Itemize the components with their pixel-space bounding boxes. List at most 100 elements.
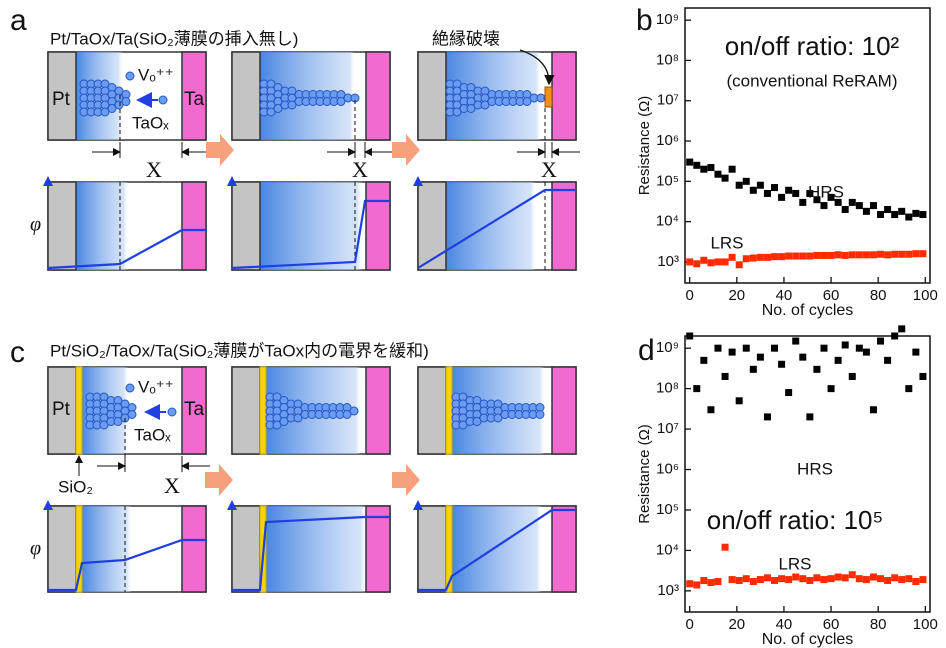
data-point <box>749 186 757 194</box>
data-point <box>785 252 793 260</box>
data-point <box>721 372 729 380</box>
data-point <box>841 251 849 259</box>
gap-label: X <box>146 157 162 182</box>
data-point <box>693 161 701 169</box>
sio2-layer <box>75 505 83 593</box>
data-point <box>707 406 715 414</box>
filament-gap <box>544 86 553 108</box>
data-point <box>820 576 828 584</box>
data-point <box>735 261 743 269</box>
x-tick-label: 20 <box>728 287 745 304</box>
data-point <box>806 577 814 585</box>
breakdown-label: 絶縁破壊 <box>432 29 500 48</box>
ta-label: Ta <box>184 399 205 420</box>
data-point <box>771 184 779 192</box>
pt-electrode <box>47 181 77 271</box>
series-label: LRS <box>778 554 811 573</box>
data-point <box>686 258 694 266</box>
data-point <box>742 344 750 352</box>
data-point <box>820 344 828 352</box>
potential-line <box>48 538 207 592</box>
vacancy-dot <box>336 97 346 106</box>
pt-electrode <box>47 51 77 141</box>
pt-electrode <box>417 366 447 455</box>
vacancy-dot <box>480 100 490 110</box>
ta-electrode <box>365 181 391 271</box>
panel-title: Pt/SiO₂/TaOx/Ta(SiO₂薄膜がTaOx内の電界を緩和) <box>50 341 429 360</box>
data-point <box>834 356 842 364</box>
pt-electrode <box>231 51 261 141</box>
data-point <box>848 198 856 206</box>
data-point <box>792 337 800 345</box>
data-point <box>792 252 800 260</box>
gap-label: X <box>541 157 557 182</box>
x-tick-label: 40 <box>776 616 793 633</box>
vacancy-dot <box>349 406 359 416</box>
data-point <box>778 360 786 368</box>
data-point <box>806 189 814 197</box>
annotation-note: (conventional ReRAM) <box>726 71 897 90</box>
data-point <box>898 207 906 215</box>
data-point <box>742 255 750 263</box>
pt-electrode <box>231 181 261 271</box>
data-point <box>813 196 821 204</box>
data-point <box>728 253 736 261</box>
data-point <box>862 576 870 584</box>
data-point <box>877 575 885 583</box>
data-point <box>912 578 920 586</box>
data-point <box>756 253 764 261</box>
data-point <box>785 389 793 397</box>
data-point <box>877 250 885 258</box>
vacancy-dot <box>273 104 283 113</box>
data-point <box>721 174 729 182</box>
data-point <box>785 186 793 194</box>
axis-arrow <box>43 500 53 510</box>
ta-electrode <box>181 181 207 271</box>
data-point <box>714 344 722 352</box>
ta-electrode <box>181 366 207 455</box>
data-point <box>771 577 779 585</box>
y-tick-label: 10⁹ <box>656 11 679 28</box>
series-label: HRS <box>797 459 833 478</box>
ta-electrode <box>551 181 577 271</box>
data-point <box>721 543 729 551</box>
data-point <box>735 577 743 585</box>
potential-line <box>417 188 575 269</box>
y-tick-label: 10³ <box>657 582 679 599</box>
data-point <box>714 578 722 586</box>
panel-label: b <box>636 4 653 37</box>
vacancy-label: Vₒ⁺⁺ <box>138 377 174 396</box>
data-point <box>919 372 927 380</box>
annotation: on/off ratio: 10⁵ <box>707 505 884 535</box>
data-point <box>912 209 920 217</box>
y-tick-label: 10³ <box>657 253 679 270</box>
ta-electrode <box>551 366 577 455</box>
data-point <box>891 332 899 340</box>
data-point <box>778 193 786 201</box>
data-point <box>693 581 701 589</box>
data-point <box>792 189 800 197</box>
data-point <box>735 181 743 189</box>
vacancy-dot <box>472 417 482 426</box>
sio2-layer <box>445 505 453 593</box>
gap-label: X <box>352 157 368 182</box>
data-point <box>721 258 729 266</box>
ta-electrode <box>181 505 207 593</box>
data-point <box>848 251 856 259</box>
y-tick-label: 10⁷ <box>657 92 679 109</box>
potential-label: φ <box>30 538 41 560</box>
vacancy-dot <box>493 413 503 423</box>
data-point <box>848 571 856 579</box>
data-point <box>869 573 877 581</box>
vacancy-dot <box>127 410 137 419</box>
data-point <box>763 189 771 197</box>
axis-arrow <box>227 500 237 510</box>
ta-electrode <box>551 505 577 593</box>
data-point <box>827 575 835 583</box>
sio2-layer <box>445 366 453 455</box>
data-point <box>806 252 814 260</box>
pt-electrode <box>417 51 447 141</box>
vacancy-dot <box>100 107 110 117</box>
data-point <box>862 207 870 215</box>
data-point <box>806 413 814 421</box>
